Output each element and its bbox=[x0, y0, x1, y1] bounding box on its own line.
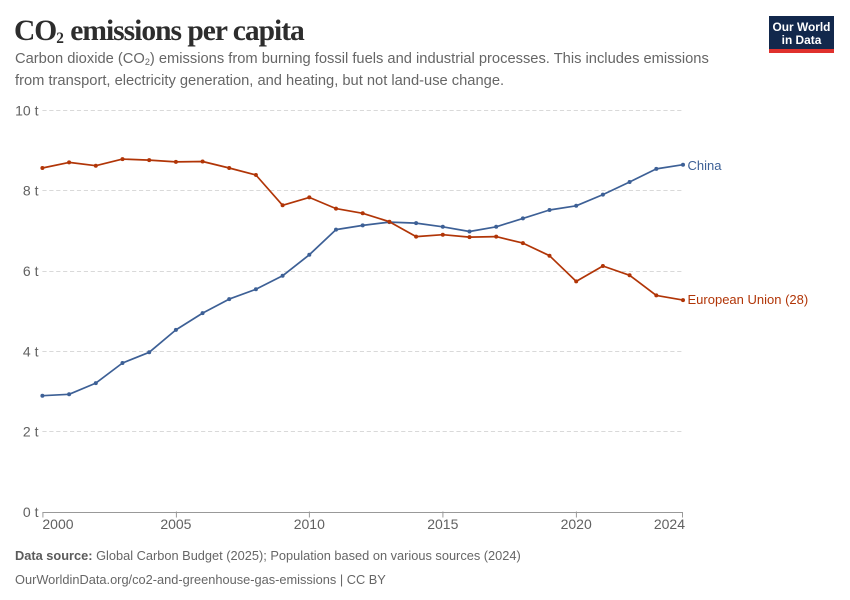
svg-text:6 t: 6 t bbox=[23, 263, 39, 279]
svg-text:European Union (28): European Union (28) bbox=[688, 292, 809, 307]
svg-text:2020: 2020 bbox=[561, 516, 592, 532]
svg-text:2000: 2000 bbox=[42, 516, 73, 532]
svg-text:2 t: 2 t bbox=[23, 424, 39, 440]
svg-text:2010: 2010 bbox=[294, 516, 325, 532]
svg-text:2015: 2015 bbox=[427, 516, 458, 532]
svg-text:4 t: 4 t bbox=[23, 343, 39, 359]
svg-text:0 t: 0 t bbox=[23, 504, 39, 520]
svg-text:10 t: 10 t bbox=[15, 102, 38, 118]
svg-text:2024: 2024 bbox=[654, 516, 685, 532]
svg-text:2005: 2005 bbox=[160, 516, 191, 532]
svg-text:8 t: 8 t bbox=[23, 183, 39, 199]
svg-text:China: China bbox=[688, 158, 723, 173]
